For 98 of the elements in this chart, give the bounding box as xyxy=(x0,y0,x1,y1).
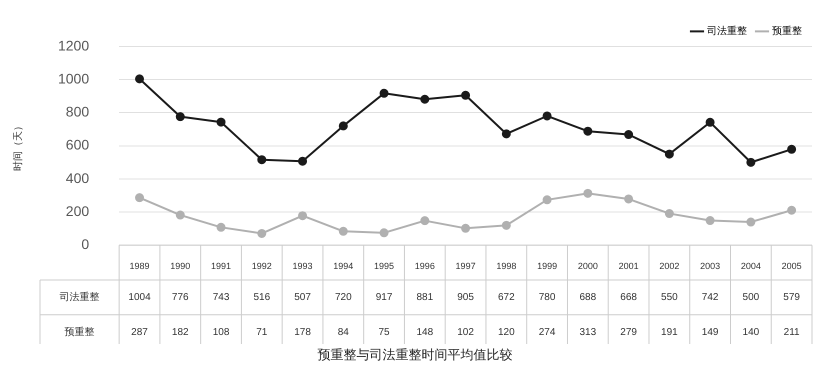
data-label: 1004 xyxy=(128,292,152,304)
y-tick-label: 400 xyxy=(66,170,90,186)
data-label: 668 xyxy=(620,292,638,304)
x-tick-label: 1998 xyxy=(496,261,516,272)
data-label: 140 xyxy=(742,326,760,338)
point xyxy=(624,194,634,204)
data-label: 780 xyxy=(538,292,556,304)
point xyxy=(502,220,511,230)
data-label: 672 xyxy=(498,292,516,304)
point xyxy=(706,216,715,226)
data-label: 71 xyxy=(256,326,268,338)
x-tick-label: 1994 xyxy=(333,261,354,272)
point xyxy=(380,228,389,238)
point xyxy=(746,218,756,227)
data-label: 579 xyxy=(783,292,800,304)
data-label: 149 xyxy=(702,326,719,338)
x-tick-label: 2003 xyxy=(700,261,720,272)
point xyxy=(298,211,308,220)
data-label: 211 xyxy=(784,326,800,338)
x-tick-label: 1993 xyxy=(292,261,313,272)
x-tick-label: 1990 xyxy=(170,261,190,272)
text: 预重整 xyxy=(64,326,95,338)
data-label: 274 xyxy=(538,326,556,338)
point xyxy=(787,144,796,154)
x-tick-label: 1989 xyxy=(130,261,150,272)
point xyxy=(257,228,266,238)
data-label: 776 xyxy=(172,292,190,304)
point xyxy=(420,94,430,104)
point xyxy=(624,130,634,140)
point xyxy=(706,118,715,127)
point xyxy=(583,126,592,136)
point xyxy=(461,224,470,233)
y-tick-label: 600 xyxy=(66,136,90,153)
point xyxy=(338,121,348,130)
data-label: 75 xyxy=(378,326,390,338)
point xyxy=(787,206,796,215)
point xyxy=(664,150,674,159)
point xyxy=(216,118,226,127)
data-label: 507 xyxy=(294,292,312,304)
point xyxy=(542,195,552,204)
y-axis-title: 时间（天） xyxy=(12,120,24,171)
point xyxy=(746,158,756,167)
x-tick-label: 1991 xyxy=(211,261,232,272)
point xyxy=(298,156,308,166)
data-label: 743 xyxy=(212,292,230,304)
x-tick-label: 2001 xyxy=(618,261,639,272)
point xyxy=(583,188,592,198)
data-label: 720 xyxy=(334,292,352,304)
data-label: 688 xyxy=(579,292,597,304)
point xyxy=(257,155,266,164)
legend-label: 预重整 xyxy=(772,25,802,38)
data-label: 178 xyxy=(294,326,312,338)
data-label: 148 xyxy=(416,326,434,338)
data-label: 108 xyxy=(212,326,230,338)
point xyxy=(542,111,552,120)
y-tick-label: 200 xyxy=(66,202,90,219)
point xyxy=(380,88,389,98)
x-tick-label: 1996 xyxy=(414,261,435,272)
data-label: 191 xyxy=(661,326,678,338)
data-label: 279 xyxy=(620,326,638,338)
point xyxy=(135,193,144,202)
data-label: 500 xyxy=(742,292,760,304)
point xyxy=(176,210,185,220)
data-label: 313 xyxy=(579,326,597,338)
x-tick-label: 2002 xyxy=(659,261,680,272)
data-label: 516 xyxy=(253,292,271,304)
y-tick-label: 800 xyxy=(66,104,90,120)
data-label: 742 xyxy=(702,292,719,304)
point xyxy=(461,90,470,100)
point xyxy=(420,216,430,226)
text: 司法重整 xyxy=(60,292,100,304)
point xyxy=(338,226,348,236)
x-tick-label: 1999 xyxy=(537,261,558,272)
y-tick-label: 0 xyxy=(81,236,90,252)
data-label: 917 xyxy=(376,292,393,304)
point xyxy=(216,222,226,232)
y-tick-label: 1200 xyxy=(58,37,90,54)
data-label: 182 xyxy=(172,326,190,338)
x-tick-label: 2004 xyxy=(740,261,761,272)
text: 预重整与司法重整时间平均值比较 xyxy=(316,346,514,364)
data-label: 881 xyxy=(416,292,434,304)
data-label: 287 xyxy=(131,326,148,338)
point xyxy=(502,129,511,138)
legend-label: 司法重整 xyxy=(707,25,747,38)
x-tick-label: 1992 xyxy=(252,261,272,272)
point xyxy=(664,209,674,218)
data-label: 120 xyxy=(498,326,516,338)
x-tick-label: 2000 xyxy=(578,261,598,272)
y-tick-label: 1000 xyxy=(58,70,90,86)
x-tick-label: 1995 xyxy=(374,261,394,272)
point xyxy=(135,74,144,84)
x-tick-label: 2005 xyxy=(782,261,802,272)
data-label: 102 xyxy=(457,326,474,338)
point xyxy=(176,112,185,122)
x-tick-label: 1997 xyxy=(456,261,476,272)
data-label: 84 xyxy=(338,326,350,338)
data-label: 550 xyxy=(661,292,678,304)
data-label: 905 xyxy=(457,292,474,304)
